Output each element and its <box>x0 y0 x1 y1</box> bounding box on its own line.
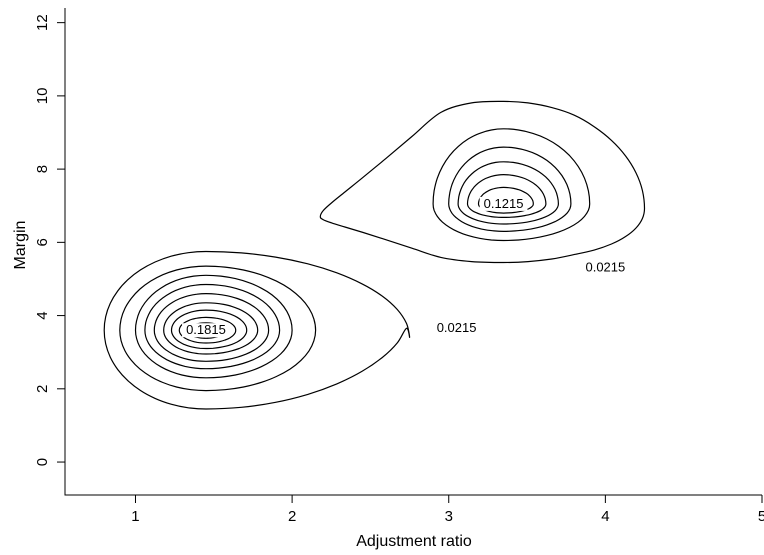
contour-line <box>163 302 259 355</box>
contour-line <box>144 283 281 370</box>
x-tick-label: 3 <box>445 508 453 525</box>
y-tick-label: 4 <box>34 311 51 319</box>
contour-line <box>153 292 270 362</box>
outer-contour-label: 0.0215 <box>437 320 477 335</box>
x-tick-label: 5 <box>758 508 764 525</box>
contour-line <box>448 146 572 233</box>
contour-line <box>103 250 411 410</box>
x-tick-label: 4 <box>601 508 609 525</box>
contour-line <box>457 161 560 225</box>
y-tick-label: 8 <box>34 165 51 173</box>
contour-line <box>178 316 237 344</box>
y-axis-title: Margin <box>12 221 29 270</box>
contour-line <box>170 309 248 350</box>
peak-label-background <box>182 323 230 338</box>
x-axis-title: Adjustment ratio <box>356 533 472 550</box>
y-tick-label: 10 <box>34 88 51 105</box>
contour-labels: 0.1815 0.0215 0.1215 0.0215 <box>182 196 625 338</box>
y-tick-label: 12 <box>34 14 51 31</box>
contour-line <box>477 186 534 214</box>
peak-contour-label: 0.1215 <box>484 196 524 211</box>
x-tick-label: 2 <box>288 508 296 525</box>
y-tick-label: 0 <box>34 458 51 466</box>
contour-line <box>319 100 646 264</box>
peak-label-background <box>479 196 528 211</box>
y-tick-label: 2 <box>34 385 51 393</box>
axis-frame <box>64 8 762 496</box>
peak-contour-label: 0.1815 <box>186 322 226 337</box>
outer-contour-label: 0.0215 <box>585 260 625 275</box>
y-tick-label: 6 <box>34 238 51 246</box>
contour-lines <box>103 100 646 410</box>
contour-line <box>466 173 547 218</box>
contour-line <box>432 128 591 242</box>
x-tick-label: 1 <box>131 508 139 525</box>
contour-line <box>134 274 293 379</box>
contour-line <box>119 265 317 392</box>
